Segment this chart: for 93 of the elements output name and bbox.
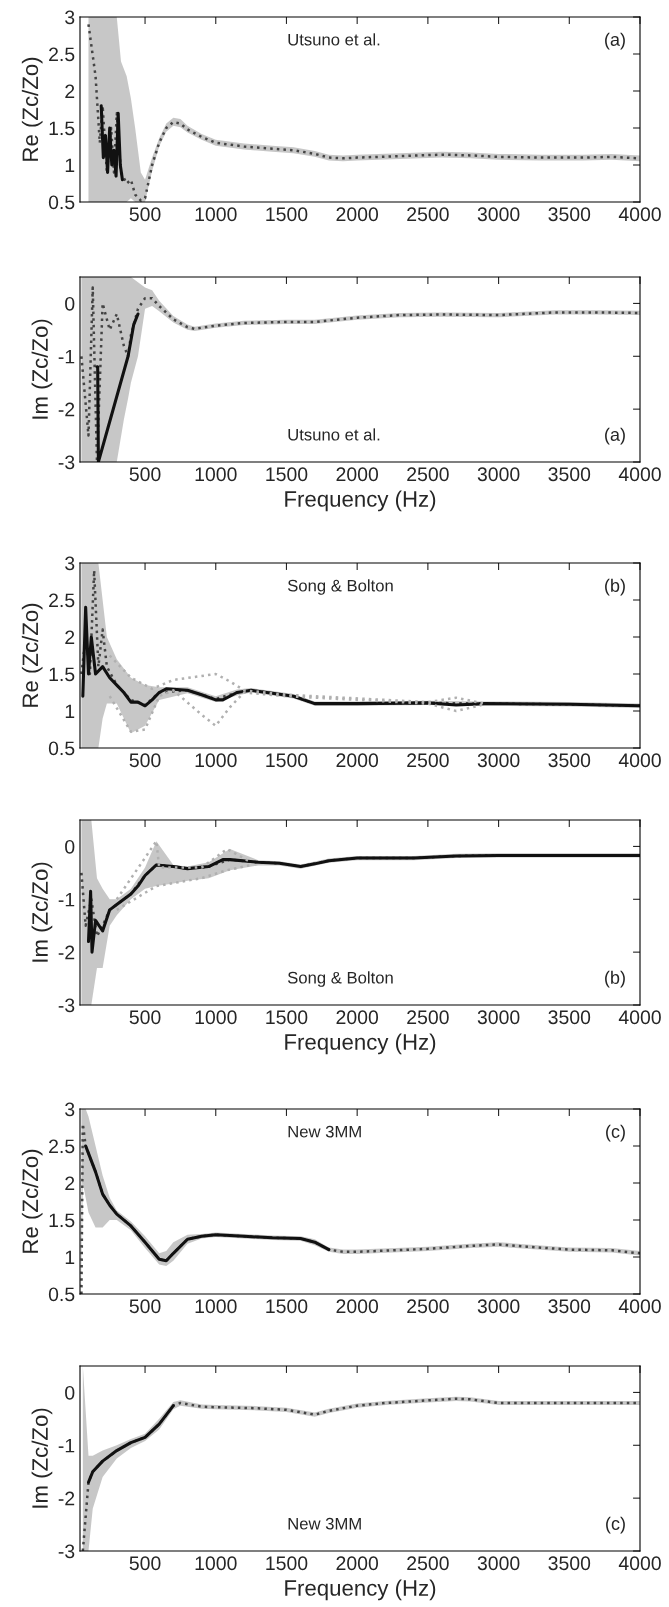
x-tick-label: 1000 [195, 1010, 237, 1025]
x-tick-label: 3000 [477, 467, 520, 482]
x-tick-label: 2500 [407, 1299, 449, 1314]
y-tick-label: 1 [65, 704, 75, 719]
x-tick-label: 1500 [266, 467, 308, 482]
x-tick-label: 3000 [477, 207, 520, 222]
y-tick-label: 2 [65, 1176, 75, 1191]
x-tick-label: 500 [129, 753, 161, 768]
y-tick-label: -1 [58, 892, 75, 907]
x-tick-label: 2500 [407, 207, 449, 222]
y-tick-label: 1.5 [49, 667, 75, 682]
x-tick-label: 1500 [266, 1010, 308, 1025]
x-tick-label: 1000 [195, 207, 237, 222]
annotation: (c) [606, 1516, 625, 1534]
x-tick-label: 3500 [548, 467, 591, 482]
y-tick-label: 1.5 [49, 1213, 75, 1228]
x-tick-label: 4000 [618, 1299, 661, 1314]
x-tick-label: 1000 [195, 467, 237, 482]
x-tick-label: 4000 [618, 1556, 661, 1571]
annotation: Utsuno et al. [288, 428, 380, 441]
y-tick-label: 3 [65, 1102, 75, 1117]
x-tick-label: 4000 [618, 753, 661, 768]
annotation: Utsuno et al. [288, 33, 380, 46]
y-axis-title: Im (Zc/Zo) [31, 1408, 53, 1508]
y-tick-label: -1 [58, 1438, 75, 1453]
x-tick-label: 2000 [336, 1010, 379, 1025]
x-tick-label: 3000 [477, 1010, 520, 1025]
y-tick-label: 1.5 [49, 121, 75, 136]
x-tick-label: 2500 [407, 467, 449, 482]
x-axis-title: Frequency (Hz) [285, 490, 436, 512]
x-tick-label: 3000 [477, 1556, 520, 1571]
x-tick-label: 2000 [336, 467, 379, 482]
x-tick-label: 1000 [195, 753, 237, 768]
x-tick-label: 2500 [407, 753, 449, 768]
y-tick-label: 0.5 [48, 741, 75, 756]
y-tick-label: -1 [58, 349, 75, 364]
y-tick-label: 2.5 [49, 1139, 75, 1154]
y-axis-title: Re (Zc/Zo) [21, 1149, 43, 1253]
x-tick-label: 3500 [548, 1556, 591, 1571]
x-tick-label: 2000 [336, 753, 379, 768]
y-tick-label: 0.5 [48, 195, 75, 210]
annotation: (a) [605, 32, 625, 50]
y-tick-label: -3 [58, 455, 75, 470]
y-tick-label: 0.5 [48, 1287, 75, 1302]
y-tick-label: 0 [65, 1385, 75, 1400]
x-tick-label: 1000 [195, 1299, 237, 1314]
y-tick-label: -3 [58, 1544, 75, 1559]
x-axis-title: Frequency (Hz) [285, 1033, 436, 1055]
x-tick-label: 4000 [618, 467, 661, 482]
y-tick-label: -2 [58, 945, 75, 960]
x-tick-label: 3000 [477, 753, 520, 768]
x-tick-label: 3500 [548, 1299, 591, 1314]
x-tick-label: 2000 [336, 207, 379, 222]
y-tick-label: 1 [65, 158, 75, 173]
x-tick-label: 4000 [618, 1010, 661, 1025]
x-tick-label: 1500 [266, 207, 308, 222]
y-tick-label: 1 [65, 1250, 75, 1265]
y-tick-label: -2 [58, 402, 75, 417]
x-tick-label: 500 [129, 1010, 161, 1025]
x-tick-label: 3500 [548, 1010, 591, 1025]
y-axis-title: Im (Zc/Zo) [31, 319, 53, 419]
annotation: New 3MM [288, 1517, 361, 1530]
x-tick-label: 500 [129, 1299, 161, 1314]
x-tick-label: 3000 [477, 1299, 520, 1314]
annotation: (a) [605, 427, 625, 445]
x-tick-label: 3500 [548, 753, 591, 768]
x-tick-label: 2500 [407, 1010, 449, 1025]
x-tick-label: 1500 [266, 1299, 308, 1314]
x-tick-label: 4000 [618, 207, 661, 222]
x-tick-label: 2000 [336, 1299, 379, 1314]
y-tick-label: 3 [65, 556, 75, 571]
y-tick-label: 2 [65, 84, 75, 99]
x-tick-label: 500 [129, 467, 161, 482]
y-tick-label: 2 [65, 630, 75, 645]
y-tick-label: 0 [65, 839, 75, 854]
x-tick-label: 500 [129, 1556, 161, 1571]
y-axis-title: Im (Zc/Zo) [31, 862, 53, 962]
y-tick-label: 0 [65, 296, 75, 311]
x-tick-label: 1000 [195, 1556, 237, 1571]
y-tick-label: 3 [65, 10, 75, 25]
y-axis-title: Re (Zc/Zo) [21, 57, 43, 161]
x-tick-label: 2000 [336, 1556, 379, 1571]
x-tick-label: 3500 [548, 207, 591, 222]
x-tick-label: 1500 [266, 1556, 308, 1571]
x-tick-label: 1500 [266, 753, 308, 768]
y-tick-label: 2.5 [49, 47, 75, 62]
x-axis-title: Frequency (Hz) [285, 1579, 436, 1601]
x-tick-label: 500 [129, 207, 161, 222]
x-tick-label: 2500 [407, 1556, 449, 1571]
y-tick-label: -2 [58, 1491, 75, 1506]
y-axis-title: Re (Zc/Zo) [21, 603, 43, 707]
y-tick-label: 2.5 [49, 593, 75, 608]
y-tick-label: -3 [58, 998, 75, 1013]
